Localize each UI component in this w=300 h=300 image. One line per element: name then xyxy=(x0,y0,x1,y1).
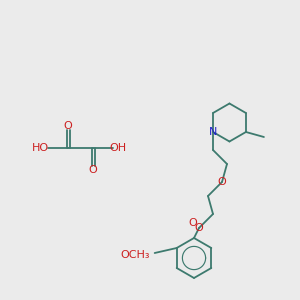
Text: O: O xyxy=(189,218,197,228)
Text: O: O xyxy=(218,177,226,187)
Text: OCH₃: OCH₃ xyxy=(120,250,149,260)
Text: HO: HO xyxy=(32,143,49,153)
Text: O: O xyxy=(195,223,203,233)
Text: N: N xyxy=(209,127,217,137)
Text: OH: OH xyxy=(110,143,127,153)
Text: O: O xyxy=(88,165,98,175)
Text: O: O xyxy=(64,121,72,131)
